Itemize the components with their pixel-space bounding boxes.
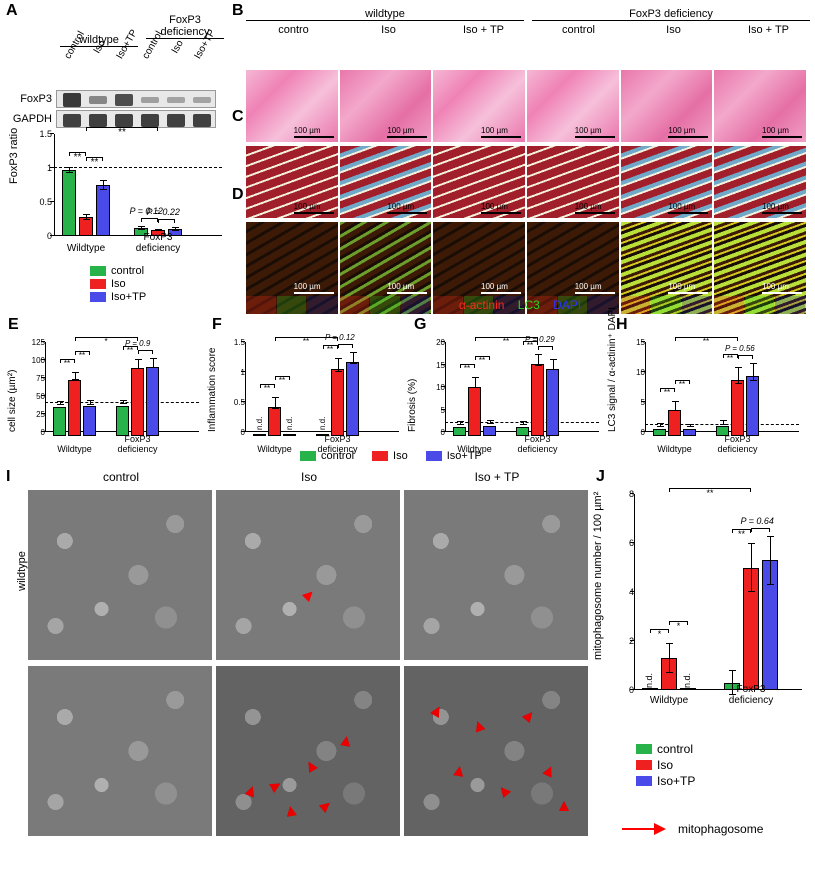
- chartE-ylabel: cell size (µm²): [7, 370, 18, 432]
- wb-lane-3: control: [140, 33, 163, 61]
- rowB-img-1: 100 µm: [340, 70, 432, 142]
- bcd-group-wt: wildtype: [246, 8, 524, 21]
- legend-panels-EH: control Iso Iso+TP: [300, 450, 482, 462]
- legend-panelJ: control Iso Iso+TP: [636, 740, 695, 790]
- wb-row-gapdh: GAPDH: [6, 113, 56, 125]
- fluor-lc3: LC3: [518, 298, 540, 312]
- fluor-actinin: α-actinin: [459, 298, 505, 312]
- panel-I: controlIsoIso + TP wildtype FoxP3 defici…: [6, 470, 586, 858]
- rowC-img-3: 100 µm: [527, 146, 619, 218]
- swatch-isotp-j: [636, 776, 652, 786]
- em-img-r0-c0: [28, 490, 212, 660]
- em-col-2: Iso + TP: [404, 470, 590, 484]
- chartF-ylabel: Inflammation score: [207, 348, 218, 432]
- em-img-r0-c2: [404, 490, 588, 660]
- legend-panelA: control Iso Iso+TP: [90, 264, 146, 304]
- panel-A: wildtype FoxP3deficiency controlIsoIso+T…: [6, 6, 226, 296]
- swatch-control-eh: [300, 451, 316, 461]
- rowB-img-2: 100 µm: [433, 70, 525, 142]
- em-col-1: Iso: [216, 470, 402, 484]
- chartJ-ylabel: mitophagosome number / 100 µm²: [592, 492, 604, 660]
- em-row-wt: wildtype: [16, 551, 28, 591]
- bcd-col-5: Iso + TP: [721, 24, 815, 36]
- chart-inflammation: Inflammation score00.511.5WildtypeFoxP3 …: [209, 322, 403, 454]
- mitophagosome-arrow-legend: mitophagosome: [620, 822, 763, 836]
- legend-isotp: Iso+TP: [111, 291, 146, 303]
- legend-control: control: [111, 265, 144, 277]
- swatch-iso: [90, 279, 106, 289]
- fluor-dapi: DAPI: [553, 298, 581, 312]
- rowC-img-5: 100 µm: [714, 146, 806, 218]
- legend-iso: Iso: [111, 278, 126, 290]
- chart-fibrosis: Fibrosis (%)05101520WildtypeFoxP3 defici…: [409, 322, 603, 454]
- em-img-r1-c1: [216, 666, 400, 836]
- bcd-col-4: Iso: [626, 24, 721, 36]
- legend-eh-control: control: [321, 450, 354, 462]
- chart-cell-size: cell size (µm²)0255075100125WildtypeFoxP…: [9, 322, 203, 454]
- chart-lc3: LC3 signal / α-actinin⁺ DAPI051015Wildty…: [609, 322, 803, 454]
- wb-row-foxp3: FoxP3: [6, 93, 56, 105]
- legend-eh-isotp: Iso+TP: [447, 450, 482, 462]
- legend-eh-iso: Iso: [393, 450, 408, 462]
- panels-EH-row: cell size (µm²)0255075100125WildtypeFoxP…: [6, 322, 806, 454]
- swatch-iso-eh: [372, 451, 388, 461]
- fluorescence-legend: α-actinin LC3 DAPI: [232, 298, 808, 312]
- legendJ-control: control: [657, 742, 693, 756]
- figure-root: A B C D E F G H I J wildtype FoxP3defici…: [0, 0, 815, 880]
- em-col-0: control: [28, 470, 214, 484]
- bcd-col-0: contro: [246, 24, 341, 36]
- rowB-img-4: 100 µm: [621, 70, 713, 142]
- rowB-img-5: 100 µm: [714, 70, 806, 142]
- panels-BCD: wildtype FoxP3 deficiency controIsoIso +…: [232, 8, 808, 298]
- rowC-img-0: 100 µm: [246, 146, 338, 218]
- rowC-img-2: 100 µm: [433, 146, 525, 218]
- em-img-r0-c1: [216, 490, 400, 660]
- legendJ-isotp: Iso+TP: [657, 774, 695, 788]
- chartG-ylabel: Fibrosis (%): [407, 379, 418, 432]
- bcd-group-fx: FoxP3 deficiency: [532, 8, 810, 21]
- rowB-img-0: 100 µm: [246, 70, 338, 142]
- bcd-col-1: Iso: [341, 24, 436, 36]
- swatch-isotp-eh: [426, 451, 442, 461]
- mito-arrow-text: mitophagosome: [678, 822, 763, 836]
- bcd-col-2: Iso + TP: [436, 24, 531, 36]
- chartH-ylabel: LC3 signal / α-actinin⁺ DAPI: [607, 307, 618, 432]
- bcd-col-3: control: [531, 24, 626, 36]
- swatch-iso-j: [636, 760, 652, 770]
- em-img-r1-c0: [28, 666, 212, 836]
- chartA-ylabel: FoxP3 ratio: [8, 128, 20, 184]
- western-blot-bands: FoxP3 GAPDH: [6, 90, 226, 128]
- rowC-img-4: 100 µm: [621, 146, 713, 218]
- rowB-img-3: 100 µm: [527, 70, 619, 142]
- swatch-control: [90, 266, 106, 276]
- chart-foxp3-ratio: FoxP3 ratio 00.511.5WildtypeFoxP3 defici…: [6, 134, 226, 254]
- swatch-isotp: [90, 292, 106, 302]
- chart-mitophagosome: mitophagosome number / 100 µm² 02468Wild…: [596, 480, 808, 730]
- legendJ-iso: Iso: [657, 758, 673, 772]
- western-blot-header: wildtype FoxP3deficiency controlIsoIso+T…: [6, 6, 226, 86]
- swatch-control-j: [636, 744, 652, 754]
- rowC-img-1: 100 µm: [340, 146, 432, 218]
- em-img-r1-c2: [404, 666, 588, 836]
